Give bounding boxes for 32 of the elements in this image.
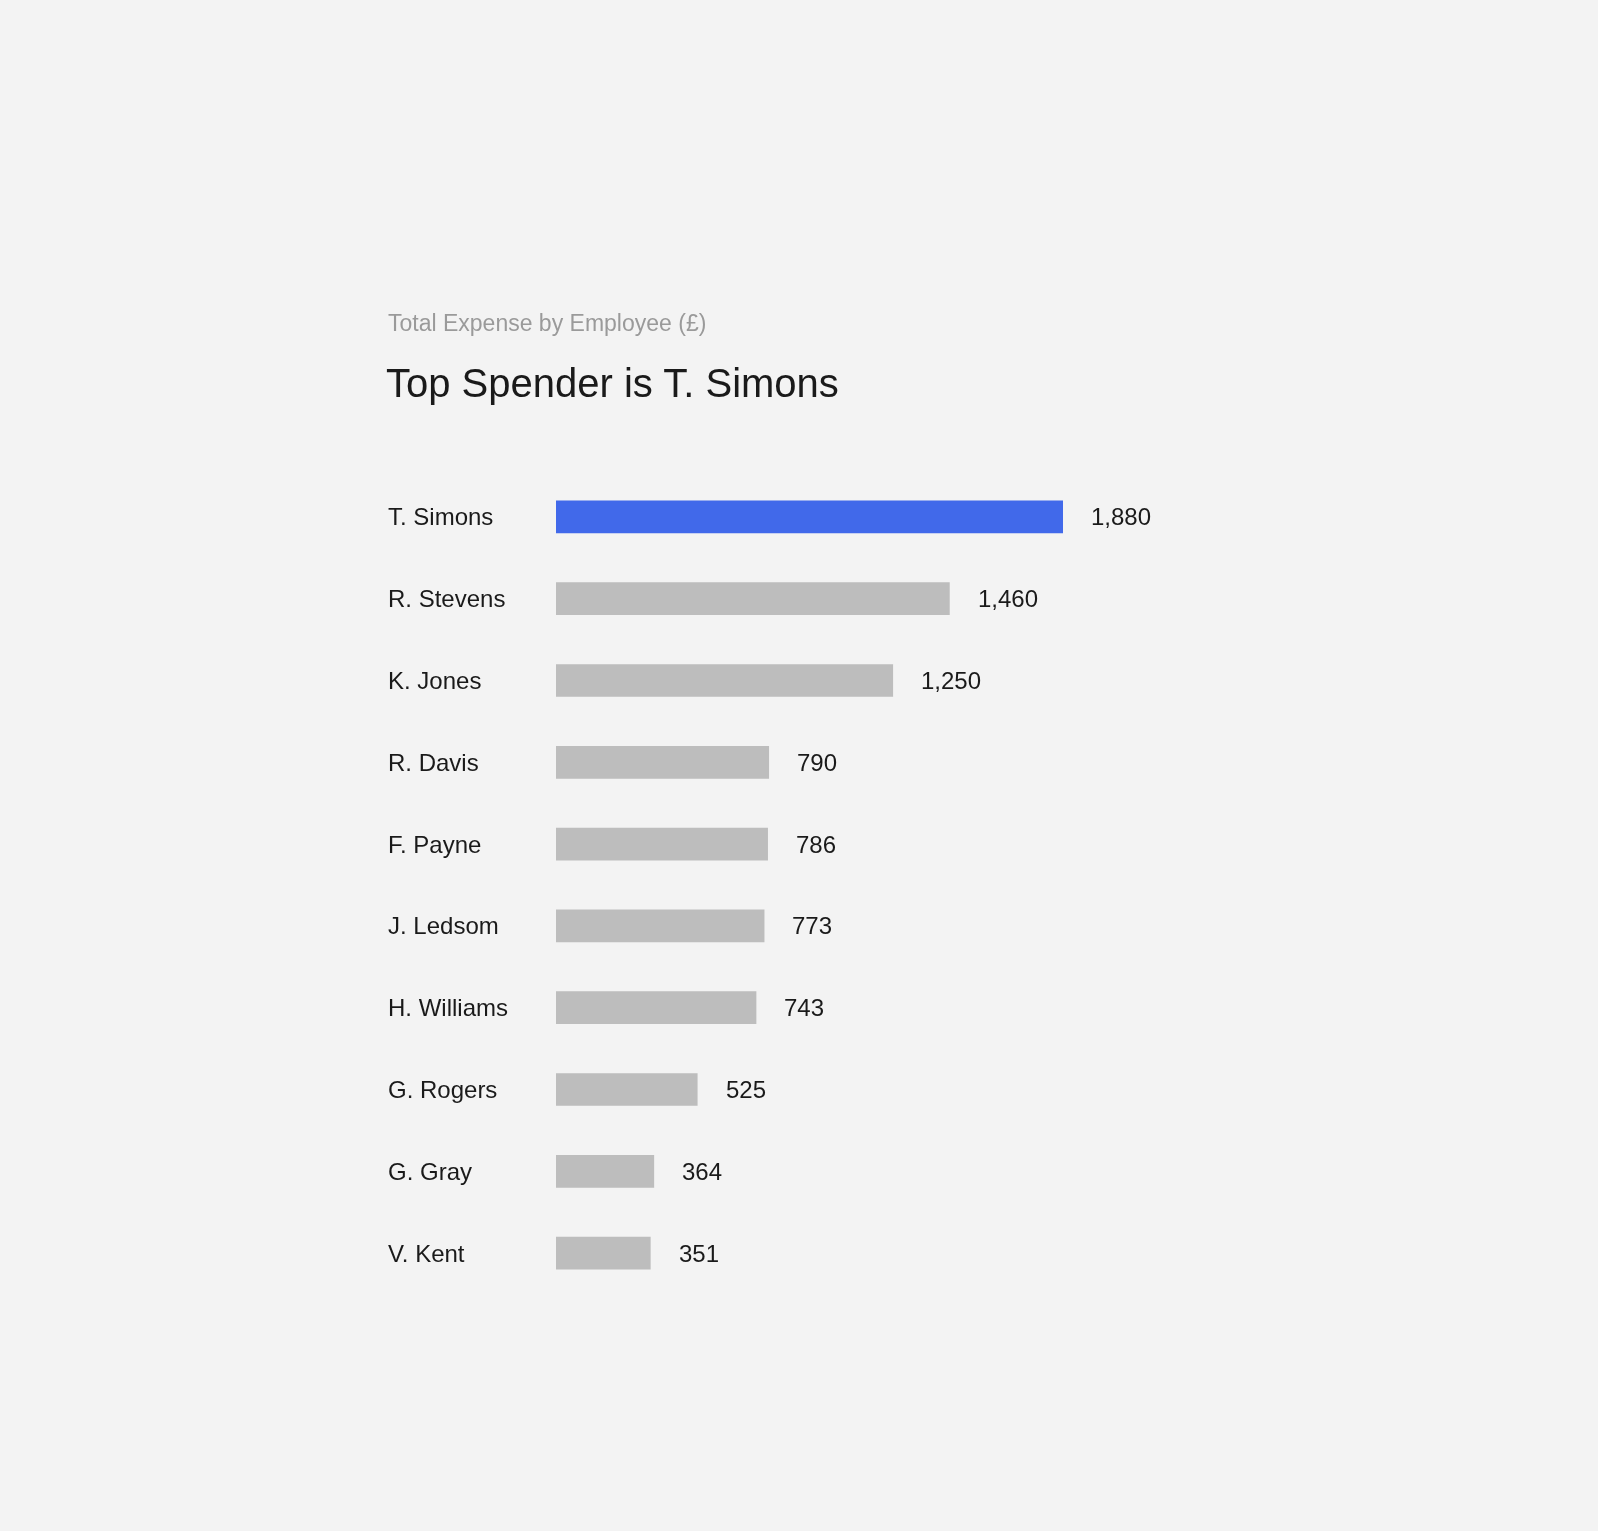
y-tick-label: V. Kent — [388, 1240, 465, 1267]
data-label: 364 — [682, 1158, 723, 1185]
bar — [556, 827, 768, 861]
bar — [556, 909, 765, 943]
chart-title: Top Spender is T. Simons — [386, 361, 839, 405]
data-label: 743 — [784, 994, 825, 1021]
data-label: 1,880 — [1091, 503, 1152, 530]
y-tick-label: G. Rogers — [388, 1076, 498, 1103]
data-label: 790 — [797, 749, 838, 776]
y-tick-label: R. Davis — [388, 749, 479, 776]
data-label: 1,250 — [921, 667, 982, 694]
data-label: 773 — [792, 912, 833, 939]
y-tick-label: F. Payne — [388, 831, 482, 858]
y-tick-label: J. Ledsom — [388, 912, 499, 939]
bar — [556, 1154, 655, 1188]
bar — [556, 1073, 698, 1106]
data-label: 1,460 — [978, 585, 1039, 612]
data-label: 525 — [726, 1076, 767, 1103]
bar — [556, 991, 757, 1025]
data-label: 786 — [796, 831, 837, 858]
bar — [556, 745, 770, 779]
bar — [556, 500, 1063, 534]
bar — [556, 1236, 651, 1270]
y-tick-label: H. Williams — [388, 994, 508, 1021]
chart-subtitle: Total Expense by Employee (£) — [388, 310, 707, 336]
data-label: 351 — [679, 1240, 720, 1267]
y-tick-label: R. Stevens — [388, 585, 506, 612]
y-tick-label: G. Gray — [388, 1158, 473, 1185]
bar — [556, 582, 950, 616]
bar — [556, 664, 894, 697]
y-tick-label: T. Simons — [388, 503, 494, 530]
y-tick-label: K. Jones — [388, 667, 482, 694]
